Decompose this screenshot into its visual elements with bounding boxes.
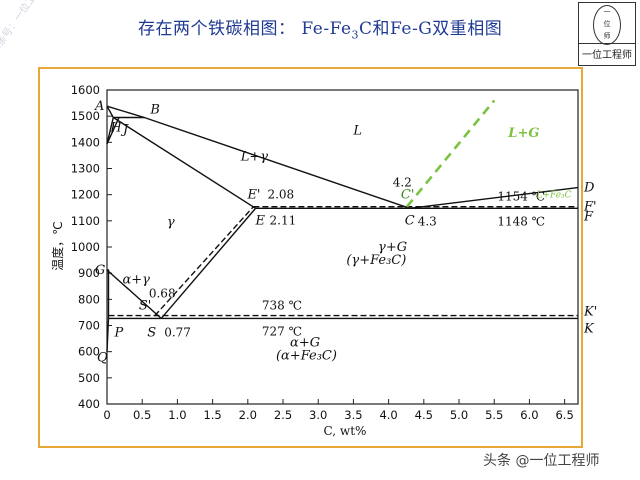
title-fe: Fe-Fe bbox=[301, 19, 352, 39]
diagram-frame bbox=[38, 67, 583, 448]
x-tick-label: 5.0 bbox=[450, 408, 468, 422]
y-tick-label: 1500 bbox=[71, 109, 100, 123]
x-axis-label: C, wt% bbox=[324, 424, 367, 438]
region-label: α+G bbox=[290, 335, 320, 350]
value-label: 727 ℃ bbox=[262, 324, 302, 338]
graphite-liquidus-green bbox=[405, 99, 496, 208]
logo-label: 一位工程师 bbox=[579, 43, 635, 61]
x-tick-label: 1.5 bbox=[203, 408, 221, 422]
axes: 0 0.5 1.0 1.5 2.0 2.5 3.0 3.5 4.0 4.5 5.0 5.5 6.0 6.5… bbox=[50, 83, 579, 438]
bottom-watermark: 头条 @一位工程师 bbox=[483, 453, 600, 469]
y-tick-label: 400 bbox=[78, 397, 100, 411]
liquidus-right bbox=[409, 186, 579, 209]
acm-line bbox=[160, 207, 257, 319]
region-label: L+γ bbox=[240, 150, 269, 165]
point-label: S bbox=[147, 325, 156, 340]
y-tick-label: 1100 bbox=[71, 214, 100, 228]
slide-title: 存在两个铁碳相图： Fe-Fe3C和Fe-G双重相图 bbox=[138, 19, 503, 42]
x-tick-label: 6.5 bbox=[555, 408, 573, 422]
region-label: L bbox=[352, 123, 362, 138]
x-tick-label: 2.5 bbox=[274, 408, 292, 422]
point-label: J bbox=[120, 122, 129, 137]
region-label: L+G bbox=[507, 126, 539, 141]
chart-labels: AH J B E' E C' C D F'F K'K S' S P G Q 2.08 2.11 4.2 4.3 0.6… bbox=[94, 99, 597, 365]
y-axis-label: 温度，℃ bbox=[50, 221, 65, 270]
value-label: 2.11 bbox=[270, 213, 297, 227]
value-label: 4.3 bbox=[418, 214, 437, 228]
region-label: (γ+Fe₃C) bbox=[346, 253, 406, 268]
point-label: H bbox=[109, 120, 122, 135]
x-tick-label: 4.0 bbox=[379, 408, 397, 422]
x-tick-label: 0 bbox=[103, 408, 110, 422]
x-tick-label: 4.5 bbox=[415, 408, 433, 422]
point-label: K bbox=[583, 321, 595, 336]
point-label: C bbox=[405, 213, 415, 228]
point-label: E bbox=[255, 213, 266, 228]
brand-logo: 一 位 师 一位工程师 bbox=[578, 2, 636, 66]
value-label: 4.2 bbox=[393, 176, 412, 190]
point-label: P bbox=[114, 325, 124, 340]
point-label: Q bbox=[97, 351, 108, 366]
x-tick-label: 0.5 bbox=[133, 408, 151, 422]
point-label: K' bbox=[583, 305, 597, 320]
point-label: F bbox=[583, 209, 594, 224]
region-label: γ bbox=[167, 215, 175, 230]
x-tick-label: 5.5 bbox=[485, 408, 503, 422]
point-label: F' bbox=[583, 200, 597, 215]
acm-line-dashed bbox=[154, 206, 254, 317]
y-tick-label: 900 bbox=[78, 266, 100, 280]
point-label: D bbox=[583, 181, 595, 196]
phase-lines bbox=[106, 99, 579, 352]
x-tick-label: 3.5 bbox=[344, 408, 362, 422]
x-tick-label: 2.0 bbox=[239, 408, 257, 422]
delta-gamma-boundary bbox=[106, 117, 114, 145]
logo-emblem: 一 位 师 bbox=[593, 5, 621, 45]
value-label: 2.08 bbox=[267, 188, 294, 202]
title-subscript: 3 bbox=[351, 28, 360, 42]
point-label: C' bbox=[401, 188, 415, 203]
value-label: 1148 ℃ bbox=[497, 214, 545, 228]
delta-gamma-boundary-2 bbox=[106, 117, 120, 145]
region-label: L+Fe₃C bbox=[535, 190, 571, 200]
point-label: G bbox=[95, 263, 105, 278]
value-label: 738 ℃ bbox=[262, 299, 302, 313]
y-tick-label: 1600 bbox=[71, 83, 100, 97]
x-tick-label: 3.0 bbox=[309, 408, 327, 422]
y-tick-label: 1200 bbox=[71, 188, 100, 202]
value-label: 0.77 bbox=[164, 325, 191, 339]
y-tick-label: 500 bbox=[78, 371, 100, 385]
alpha-solvus bbox=[106, 318, 110, 352]
solidus-line bbox=[106, 105, 256, 209]
value-label: 1154 ℃ bbox=[497, 190, 545, 204]
region-label: α+γ bbox=[122, 273, 150, 288]
logo-circle-text: 一 位 师 bbox=[603, 8, 611, 40]
point-label: S' bbox=[139, 299, 151, 314]
x-tick-label: 1.0 bbox=[168, 408, 186, 422]
y-tick-label: 1300 bbox=[71, 162, 100, 176]
x-tick-label: 6.0 bbox=[520, 408, 538, 422]
region-label: γ+G bbox=[378, 240, 407, 255]
y-tick-label: 1000 bbox=[71, 240, 100, 254]
y-tick-label: 700 bbox=[78, 319, 100, 333]
point-label: A bbox=[94, 99, 104, 114]
y-tick-label: 800 bbox=[78, 292, 100, 306]
alpha-boundary bbox=[107, 269, 110, 319]
region-label: (α+Fe₃C) bbox=[276, 349, 337, 364]
point-label: B bbox=[149, 102, 160, 117]
value-label: 0.68 bbox=[149, 287, 176, 301]
y-tick-label: 600 bbox=[78, 345, 100, 359]
a3-line bbox=[106, 269, 162, 319]
point-label: E' bbox=[246, 188, 260, 203]
y-tick-label: 1400 bbox=[71, 135, 100, 149]
